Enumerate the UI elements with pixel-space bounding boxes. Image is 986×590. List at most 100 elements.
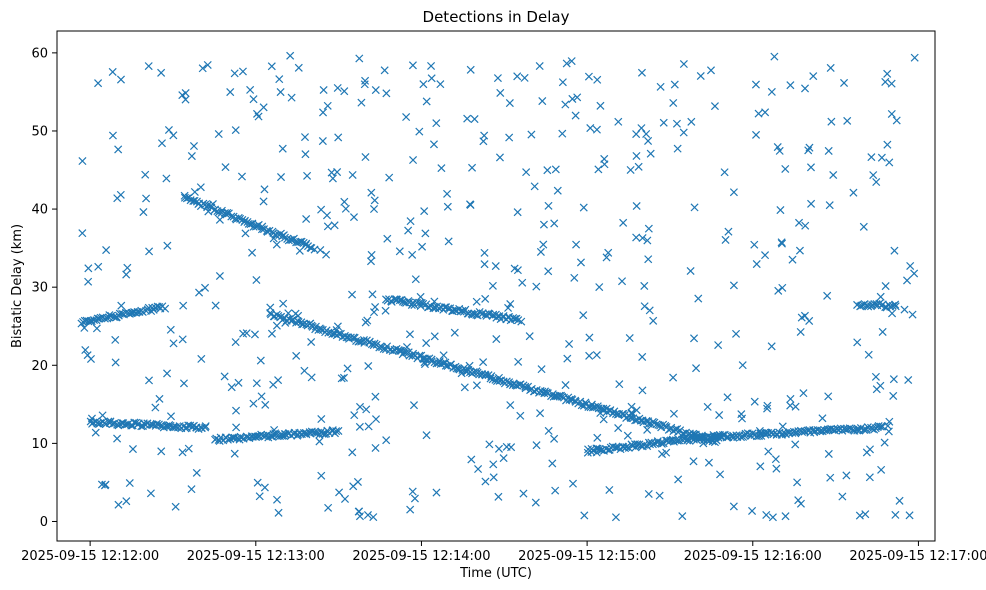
clutter-point [421, 229, 430, 238]
clutter-point [659, 118, 668, 127]
clutter-point [430, 297, 439, 306]
track-point [265, 226, 274, 235]
clutter-point [763, 401, 772, 410]
track-point [455, 365, 464, 374]
clutter-point [323, 101, 332, 110]
clutter-point [900, 305, 909, 314]
x-tick-label: 2025-09-15 12:16:00 [684, 549, 822, 564]
track-point [203, 201, 212, 210]
clutter-point [793, 478, 802, 487]
clutter-point [178, 91, 187, 100]
clutter-point [568, 479, 578, 488]
clutter-point [729, 188, 738, 197]
clutter-point [786, 81, 795, 90]
chart-title: Detections in Delay [423, 8, 570, 26]
clutter-point [565, 339, 574, 349]
clutter-point [350, 411, 359, 420]
clutter-point [640, 281, 649, 290]
clutter-point [859, 222, 868, 231]
track-point [888, 301, 897, 310]
clutter-point [599, 415, 608, 424]
clutter-point [775, 146, 784, 155]
track-point [611, 409, 620, 418]
clutter-point [87, 414, 96, 423]
clutter-point [579, 311, 588, 320]
clutter-point [843, 116, 852, 125]
clutter-point [801, 221, 810, 230]
clutter-point [906, 261, 915, 271]
clutter-point [279, 299, 288, 308]
clutter-point [122, 270, 131, 279]
clutter-point [505, 99, 514, 108]
clutter-point [720, 168, 729, 177]
clutter-point [522, 168, 531, 177]
x-tick-label: 2025-09-15 12:15:00 [518, 549, 656, 564]
clutter-point [122, 497, 131, 506]
clutter-point [903, 276, 912, 285]
clutter-point [142, 194, 151, 203]
clutter-point [418, 242, 427, 251]
clutter-point [362, 405, 371, 414]
clutter-point [519, 489, 528, 498]
clutter-point [287, 93, 296, 102]
clutter-point [307, 337, 316, 347]
clutter-point [128, 445, 137, 454]
clutter-point [272, 321, 281, 330]
clutter-point [101, 480, 110, 489]
clutter-point [550, 434, 559, 443]
clutter-point [644, 136, 653, 145]
clutter-point [595, 283, 604, 292]
clutter-point [220, 372, 229, 381]
track-point [611, 443, 620, 452]
clutter-point [558, 129, 567, 138]
clutter-point [364, 422, 373, 431]
clutter-point [535, 61, 544, 71]
clutter-point [757, 429, 766, 438]
clutter-point [317, 415, 326, 424]
track-point [853, 426, 862, 435]
data-markers [77, 51, 919, 522]
clutter-point [197, 354, 206, 363]
track-point [593, 402, 602, 411]
clutter-point [319, 108, 328, 117]
y-axis-title: Bistatic Delay (km) [10, 224, 25, 348]
clutter-point [804, 146, 813, 155]
clutter-point [884, 427, 893, 436]
clutter-point [768, 513, 777, 522]
clutter-point [113, 434, 122, 443]
clutter-point [481, 477, 490, 486]
clutter-point [408, 61, 417, 70]
clutter-point [864, 350, 873, 359]
track-point [863, 423, 872, 432]
clutter-point [895, 496, 904, 505]
clutter-point [495, 153, 504, 162]
clutter-point [855, 511, 864, 520]
clutter-point [430, 332, 439, 341]
clutter-point [673, 144, 682, 153]
clutter-point [408, 250, 417, 259]
clutter-point [157, 139, 167, 148]
clutter-point [349, 213, 359, 222]
clutter-point [196, 183, 205, 192]
clutter-point [204, 207, 213, 216]
clutter-point [307, 373, 316, 382]
clutter-point [178, 335, 187, 344]
clutter-point [786, 401, 795, 410]
clutter-point [634, 162, 643, 171]
clutter-point [805, 143, 814, 152]
clutter-point [644, 489, 653, 498]
clutter-point [316, 246, 325, 255]
clutter-point [890, 246, 899, 255]
clutter-point [382, 89, 391, 98]
track-point [486, 374, 495, 383]
clutter-point [567, 57, 576, 66]
clutter-point [295, 246, 304, 255]
clutter-point [466, 200, 475, 209]
clutter-point [721, 235, 730, 244]
clutter-point [369, 513, 378, 522]
clutter-point [738, 361, 747, 370]
clutter-point [824, 449, 833, 458]
clutter-point [480, 131, 489, 140]
clutter-point [715, 411, 724, 420]
clutter-point [593, 75, 602, 84]
